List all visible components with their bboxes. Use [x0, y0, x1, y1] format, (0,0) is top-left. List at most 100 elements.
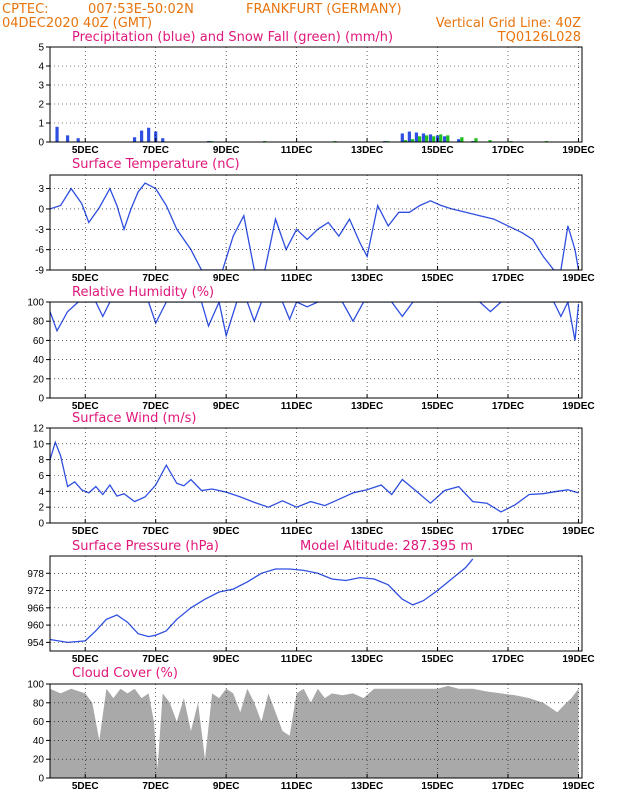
cloud-ytick-label: 40 [33, 736, 45, 747]
precip-bar [414, 132, 419, 142]
humidity-ytick-label: 80 [33, 317, 45, 328]
precip-ytick-label: 3 [38, 81, 44, 92]
header-source: CPTEC: [2, 2, 49, 17]
pressure-xtick-label: 7DEC [142, 654, 169, 665]
temp-xtick-label: 13DEC [351, 273, 383, 284]
pressure-xtick-label: 11DEC [281, 654, 313, 665]
header-coords: 007:53E-50:02N [88, 2, 194, 17]
temp-xtick-label: 5DEC [72, 273, 99, 284]
temp-xtick-label: 11DEC [281, 273, 313, 284]
humidity-ytick-label: 40 [33, 355, 45, 366]
pressure-ytick-label: 978 [27, 569, 44, 580]
pressure-xtick-label: 9DEC [213, 654, 240, 665]
snow-bar [439, 134, 443, 142]
cloud-ytick-label: 60 [33, 717, 45, 728]
precip-xtick-label: 13DEC [351, 145, 383, 156]
precip-bar [76, 138, 80, 142]
precip-bar [140, 130, 144, 142]
temp-panel: -9 -6 -3 0 3 5DEC 7DEC 9DEC 11DEC 13DEC 15DEC 17DEC… [35, 174, 595, 284]
humidity-xtick-label: 9DEC [213, 401, 240, 412]
cloud-panel: 0 20 40 60 80 100 5DEC 7DEC 9DEC 11DEC 13DEC 15DEC 1… [27, 680, 594, 793]
cloud-xtick-label: 5DEC [72, 781, 99, 792]
pressure-xtick-label: 19DEC [562, 654, 594, 665]
cloud-frame [49, 683, 583, 779]
snow-bar [460, 137, 464, 142]
header-code: TQ0126L028 [497, 30, 581, 45]
precip-bar [428, 134, 433, 142]
pressure-xtick-label: 17DEC [492, 654, 524, 665]
pressure-ytick-label: 972 [27, 586, 44, 597]
humidity-xtick-label: 15DEC [421, 401, 453, 412]
temp-line [50, 182, 580, 270]
wind-ytick-label: 12 [33, 424, 45, 435]
cloud-title: Cloud Cover (%) [72, 666, 178, 681]
temp-ytick-label: 3 [38, 184, 44, 195]
wind-ytick-label: 4 [38, 487, 44, 498]
cloud-cover-area [50, 685, 579, 778]
snow-bar [418, 136, 422, 142]
precip-xtick-label: 7DEC [142, 145, 169, 156]
humidity-ytick-label: 60 [33, 336, 45, 347]
wind-xtick-label: 5DEC [72, 526, 99, 537]
precip-ytick-label: 0 [38, 138, 44, 149]
wind-xtick-label: 15DEC [421, 526, 453, 537]
precip-xtick-label: 19DEC [562, 145, 594, 156]
precip-bar [147, 127, 151, 142]
temp-frame [49, 174, 583, 271]
precip-ytick-label: 4 [38, 62, 44, 73]
precip-bar [66, 135, 70, 142]
wind-xtick-label: 11DEC [281, 526, 313, 537]
snow-bar [474, 138, 478, 142]
pressure-ytick-label: 966 [27, 603, 44, 614]
humidity-ytick-label: 0 [38, 394, 44, 405]
humidity-ytick-label: 100 [27, 298, 44, 309]
humidity-xtick-label: 13DEC [351, 401, 383, 412]
cloud-xtick-label: 9DEC [213, 781, 240, 792]
precip-ytick-label: 5 [38, 43, 44, 54]
precip-frame [49, 46, 583, 143]
precip-bar [161, 138, 165, 142]
snow-bar [425, 135, 429, 142]
pressure-line [50, 558, 474, 644]
cloud-ytick-label: 80 [33, 698, 45, 709]
cloud-xtick-label: 11DEC [281, 781, 313, 792]
temp-ytick-label: -6 [35, 245, 44, 256]
cloud-ytick-label: 0 [38, 774, 44, 785]
pressure-ytick-label: 954 [27, 638, 44, 649]
header-location: FRANKFURT (GERMANY) [246, 2, 402, 17]
humidity-xtick-label: 5DEC [72, 401, 99, 412]
precip-bar [421, 133, 426, 142]
cloud-xtick-label: 7DEC [142, 781, 169, 792]
wind-xtick-label: 9DEC [213, 526, 240, 537]
wind-panel: 0 2 4 6 8 10 12 5DEC 7DEC 9DEC 11DEC 13DEC 15DEC 17DE… [33, 424, 595, 538]
wind-xtick-label: 13DEC [351, 526, 383, 537]
temp-xtick-label: 7DEC [142, 273, 169, 284]
wind-title: Surface Wind (m/s) [72, 411, 196, 426]
wind-ytick-label: 2 [38, 503, 44, 514]
precip-title: Precipitation (blue) and Snow Fall (gree… [72, 30, 393, 45]
humidity-ytick-label: 20 [33, 374, 45, 385]
humidity-xtick-label: 7DEC [142, 401, 169, 412]
header-grid-note: Vertical Grid Line: 40Z [436, 16, 581, 31]
temp-ytick-label: -9 [35, 266, 44, 277]
pressure-ytick-label: 960 [27, 621, 44, 632]
precip-xtick-label: 15DEC [421, 145, 453, 156]
cloud-xtick-label: 15DEC [421, 781, 453, 792]
temp-xtick-label: 9DEC [213, 273, 240, 284]
cloud-xtick-label: 19DEC [562, 781, 594, 792]
humidity-xtick-label: 19DEC [562, 401, 594, 412]
humidity-xtick-label: 17DEC [492, 401, 524, 412]
pressure-panel: 954 960 966 972 978 5DEC 7DEC 9DEC 11DEC 13DEC 15D… [27, 555, 595, 665]
cloud-ytick-label: 100 [27, 680, 44, 691]
precip-ytick-label: 1 [38, 119, 44, 130]
humidity-panel: 0 20 40 60 80 100 5DEC 7DEC 9DEC 11DEC 13DEC 15DEC 1… [27, 298, 594, 413]
wind-ytick-label: 6 [38, 471, 44, 482]
precip-bar [400, 133, 404, 142]
snow-bar [432, 136, 436, 142]
pressure-xtick-label: 15DEC [421, 654, 453, 665]
precip-ytick-label: 2 [38, 100, 44, 111]
temperature-title: Surface Temperature (nC) [72, 157, 240, 172]
temp-xtick-label: 19DEC [562, 273, 594, 284]
pressure-frame [49, 555, 583, 652]
